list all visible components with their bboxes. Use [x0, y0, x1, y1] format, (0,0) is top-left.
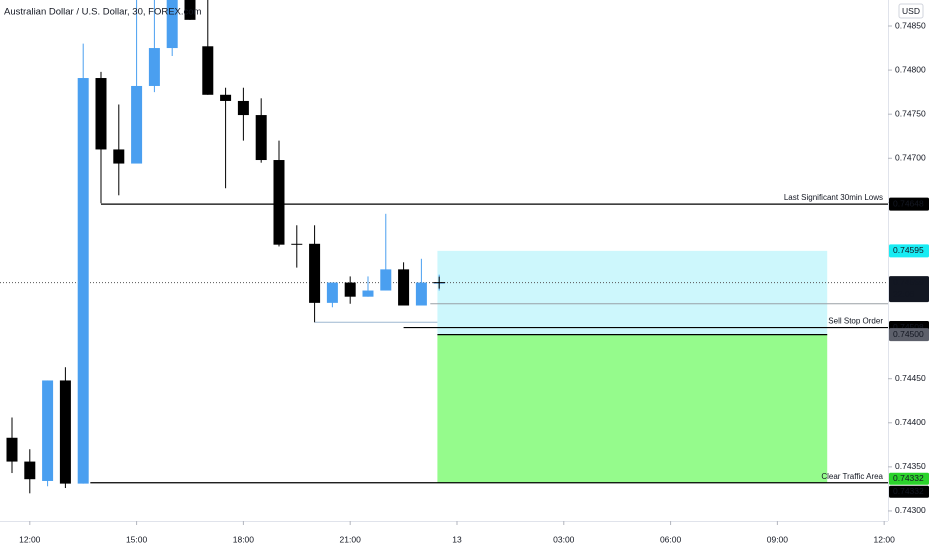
- price-tag-label: 0.74332: [893, 486, 924, 496]
- candle-body: [362, 290, 374, 297]
- axes: 0.743000.743500.744000.744500.746500.747…: [19, 20, 929, 544]
- x-tick-label: 03:00: [553, 534, 575, 544]
- candle-body: [291, 243, 303, 245]
- candle-body: [309, 243, 321, 303]
- candle-body: [255, 115, 267, 161]
- candle-body: [202, 46, 214, 95]
- price-tag-label: 0.74595: [893, 245, 924, 255]
- y-tick-label: 0.74300: [895, 505, 926, 515]
- candle-body: [273, 160, 285, 245]
- price-tag-label: 0.74508: [893, 322, 924, 332]
- candle-body: [113, 149, 125, 164]
- y-tick-label: 0.74450: [895, 373, 926, 383]
- price-tag: [889, 328, 929, 342]
- candle-body: [398, 269, 410, 306]
- x-tick-label: 12:00: [874, 534, 896, 544]
- candle-body: [77, 78, 89, 484]
- candle-body: [220, 94, 232, 101]
- candle-body: [415, 282, 427, 306]
- price-tag-label: 0.74500: [893, 329, 924, 339]
- candle-body: [24, 461, 36, 480]
- x-tick-label: 18:00: [233, 534, 255, 544]
- stop-zone: [437, 250, 828, 335]
- x-tick-label: 06:00: [660, 534, 682, 544]
- candle-body: [95, 78, 107, 150]
- y-tick-label: 0.74350: [895, 461, 926, 471]
- price-tag: [889, 472, 929, 485]
- currency-box: [898, 3, 924, 19]
- candle-body: [131, 85, 143, 164]
- countdown-label: 22:06: [893, 289, 915, 299]
- candle-body: [59, 380, 71, 484]
- y-tick-label: 0.74850: [895, 20, 926, 30]
- x-tick-label: 15:00: [126, 534, 148, 544]
- price-tag: [889, 197, 929, 211]
- y-tick-label: 0.74750: [895, 108, 926, 118]
- candle-body: [184, 0, 196, 20]
- x-tick-label: 13: [452, 534, 462, 544]
- x-tick-label: 21:00: [340, 534, 362, 544]
- price-tag-label: 0.74648: [893, 198, 924, 208]
- candle-body: [380, 269, 392, 291]
- level-label: Last Significant 30min Lows: [784, 193, 883, 202]
- price-tag-label: 0.74559: [893, 277, 924, 287]
- candle-body: [344, 282, 356, 297]
- y-tick-label: 0.74800: [895, 64, 926, 74]
- price-tag-label: 0.74332: [893, 473, 924, 483]
- x-tick-label: 12:00: [19, 534, 41, 544]
- plot-area: Last Significant 30min Lows Sell Stop Ord…: [0, 0, 888, 494]
- candle-body: [6, 437, 18, 462]
- level-label: Sell Stop Order: [828, 317, 883, 326]
- currency-label: USD: [902, 6, 920, 16]
- y-tick-label: 0.74400: [895, 417, 926, 427]
- candle-body: [42, 380, 54, 481]
- target-zone: [437, 334, 828, 483]
- candle-body: [326, 282, 338, 303]
- candle-body: [166, 0, 178, 49]
- level-label: Clear Traffic Area: [821, 472, 883, 481]
- candle-body: [148, 48, 160, 86]
- cursor: [433, 276, 446, 289]
- candle-body: [237, 100, 249, 116]
- price-tag: [889, 485, 929, 498]
- price-tag: [889, 244, 929, 258]
- price-tag: [889, 276, 929, 303]
- chart-title: Australian Dollar / U.S. Dollar, 30, FOR…: [4, 7, 202, 18]
- y-tick-label: 0.74700: [895, 153, 926, 163]
- x-tick-label: 09:00: [767, 534, 789, 544]
